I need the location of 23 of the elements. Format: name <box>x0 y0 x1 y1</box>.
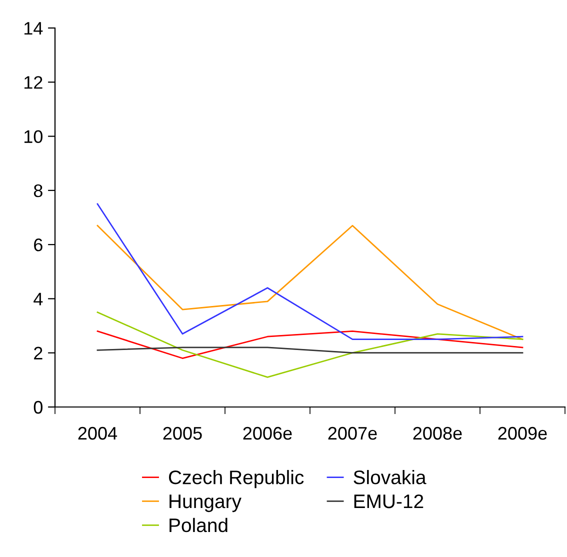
y-tick-label: 12 <box>24 76 42 89</box>
x-tick-label: 2006e <box>243 426 292 440</box>
y-tick-label: 10 <box>24 130 42 144</box>
line-series <box>96 224 524 340</box>
x-tick-label: 2007e <box>328 426 377 440</box>
legend-label: Poland <box>170 518 228 532</box>
line-series <box>96 312 524 378</box>
line-series <box>96 203 524 340</box>
line-series <box>96 330 524 359</box>
legend-label: Slovakia <box>354 470 426 484</box>
legend-label: Czech Republic <box>168 470 304 488</box>
y-tick-label: 6 <box>34 238 42 252</box>
y-tick-label: 2 <box>34 346 42 360</box>
x-tick-label: 2004 <box>78 426 118 440</box>
x-tick-label: 2009e <box>498 426 547 440</box>
y-tick-label: 14 <box>24 22 43 35</box>
y-tick-label: 8 <box>34 184 42 198</box>
legend-label: EMU-12 <box>354 494 424 508</box>
legend-label: Hungary <box>170 494 242 512</box>
y-tick-label: 0 <box>34 400 42 414</box>
y-tick-label: 4 <box>34 292 43 306</box>
x-tick-label: 2008e <box>413 426 462 440</box>
x-tick-label: 2005 <box>163 426 202 440</box>
